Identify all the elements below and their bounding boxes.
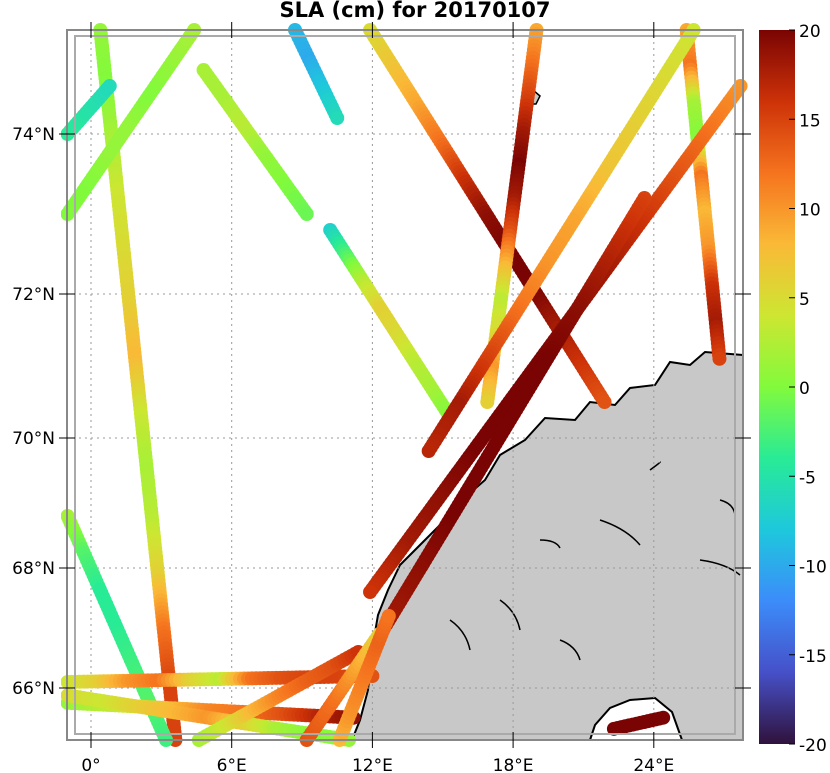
sla-point xyxy=(421,444,436,458)
sla-point xyxy=(597,395,612,409)
x-tick-label: 12°E xyxy=(352,756,393,773)
y-tick-label: 70°N xyxy=(12,429,55,449)
map-frame-inner xyxy=(74,35,736,735)
sla-point xyxy=(480,395,495,409)
sla-point xyxy=(330,111,345,125)
sla-point xyxy=(381,609,396,623)
colorbar-tick-label: 5 xyxy=(799,290,810,310)
sla-point xyxy=(712,351,727,366)
sla-point xyxy=(656,710,671,725)
y-tick-label: 68°N xyxy=(12,559,55,579)
colorbar-tick-label: -15 xyxy=(799,647,827,667)
colorbar-tick-label: 15 xyxy=(799,111,821,131)
colorbar-tick-label: 10 xyxy=(799,201,821,221)
y-tick-label: 66°N xyxy=(12,679,55,699)
lake-outline xyxy=(699,559,741,576)
map-frame xyxy=(66,29,744,741)
sla-point xyxy=(102,79,117,93)
chart-title: SLA (cm) for 20170107 xyxy=(279,0,551,22)
sla-point xyxy=(363,585,378,599)
lake-outline xyxy=(539,539,561,549)
y-tick-label: 74°N xyxy=(12,125,55,145)
colorbar-tick-label: 20 xyxy=(799,22,821,42)
colorbar-tick-label: -5 xyxy=(799,468,816,488)
land-norway xyxy=(350,350,744,741)
x-tick-label: 24°E xyxy=(633,756,674,773)
colorbar-tick-label: -20 xyxy=(799,736,827,756)
x-tick-label: 0° xyxy=(81,756,100,773)
lake-outline xyxy=(449,619,471,651)
colorbar-tick-label: 0 xyxy=(799,379,810,399)
lake-outline xyxy=(599,519,641,546)
y-tick-label: 72°N xyxy=(12,285,55,305)
lake-outline xyxy=(649,461,661,471)
lake-outline xyxy=(559,639,581,661)
sla-point xyxy=(299,207,314,221)
colorbar-tick-label: -10 xyxy=(799,558,827,578)
x-tick-label: 18°E xyxy=(493,756,534,773)
x-tick-label: 6°E xyxy=(217,756,247,773)
